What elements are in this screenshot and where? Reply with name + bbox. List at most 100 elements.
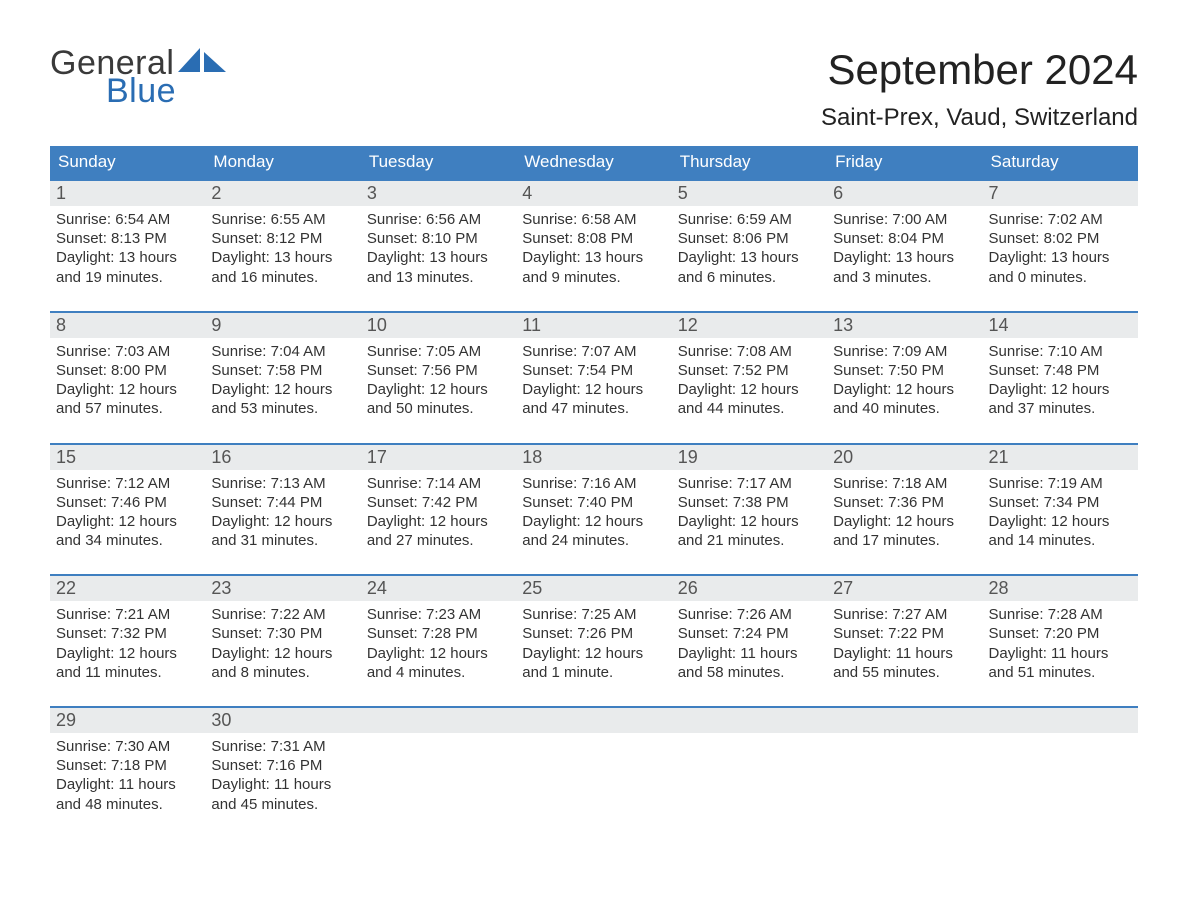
day-cell: Sunrise: 7:12 AMSunset: 7:46 PMDaylight:… (50, 470, 205, 576)
daylight-line-1: Daylight: 12 hours (522, 644, 665, 663)
daylight-line-2: and 6 minutes. (678, 268, 821, 287)
daylight-line-2: and 53 minutes. (211, 399, 354, 418)
sunrise-line: Sunrise: 7:16 AM (522, 474, 665, 493)
daylight-line-2: and 11 minutes. (56, 663, 199, 682)
day-cell: Sunrise: 7:14 AMSunset: 7:42 PMDaylight:… (361, 470, 516, 576)
sunset-line: Sunset: 7:52 PM (678, 361, 821, 380)
daylight-line-1: Daylight: 13 hours (56, 248, 199, 267)
daylight-line-1: Daylight: 12 hours (367, 512, 510, 531)
week-body-row: Sunrise: 7:12 AMSunset: 7:46 PMDaylight:… (50, 470, 1138, 576)
day-number: 2 (205, 180, 360, 206)
sunrise-line: Sunrise: 7:18 AM (833, 474, 976, 493)
day-number (361, 707, 516, 733)
daylight-line-2: and 48 minutes. (56, 795, 199, 814)
day-cell (672, 733, 827, 838)
daylight-line-1: Daylight: 12 hours (989, 380, 1132, 399)
day-number: 22 (50, 575, 205, 601)
topbar: General Blue September 2024 Saint-Prex, … (50, 46, 1138, 132)
sunrise-line: Sunrise: 7:00 AM (833, 210, 976, 229)
sunrise-line: Sunrise: 7:19 AM (989, 474, 1132, 493)
sunrise-line: Sunrise: 7:07 AM (522, 342, 665, 361)
daylight-line-1: Daylight: 12 hours (56, 644, 199, 663)
daylight-line-1: Daylight: 13 hours (833, 248, 976, 267)
sunset-line: Sunset: 7:50 PM (833, 361, 976, 380)
calendar-table: Sunday Monday Tuesday Wednesday Thursday… (50, 146, 1138, 838)
day-cell: Sunrise: 7:09 AMSunset: 7:50 PMDaylight:… (827, 338, 982, 444)
day-cell: Sunrise: 6:59 AMSunset: 8:06 PMDaylight:… (672, 206, 827, 312)
day-cell (361, 733, 516, 838)
daylight-line-1: Daylight: 12 hours (678, 512, 821, 531)
sunrise-line: Sunrise: 6:56 AM (367, 210, 510, 229)
sunrise-line: Sunrise: 7:30 AM (56, 737, 199, 756)
sunset-line: Sunset: 8:06 PM (678, 229, 821, 248)
daylight-line-2: and 44 minutes. (678, 399, 821, 418)
day-cell: Sunrise: 7:08 AMSunset: 7:52 PMDaylight:… (672, 338, 827, 444)
daylight-line-1: Daylight: 12 hours (211, 644, 354, 663)
sunset-line: Sunset: 8:08 PM (522, 229, 665, 248)
sunrise-line: Sunrise: 6:55 AM (211, 210, 354, 229)
day-cell: Sunrise: 7:27 AMSunset: 7:22 PMDaylight:… (827, 601, 982, 707)
daylight-line-1: Daylight: 11 hours (989, 644, 1132, 663)
sunrise-line: Sunrise: 7:31 AM (211, 737, 354, 756)
week-number-row: 15161718192021 (50, 444, 1138, 470)
day-cell: Sunrise: 7:30 AMSunset: 7:18 PMDaylight:… (50, 733, 205, 838)
week-body-row: Sunrise: 7:03 AMSunset: 8:00 PMDaylight:… (50, 338, 1138, 444)
sunrise-line: Sunrise: 6:58 AM (522, 210, 665, 229)
day-cell: Sunrise: 7:02 AMSunset: 8:02 PMDaylight:… (983, 206, 1138, 312)
sunset-line: Sunset: 7:38 PM (678, 493, 821, 512)
daylight-line-2: and 19 minutes. (56, 268, 199, 287)
day-number: 20 (827, 444, 982, 470)
day-cell: Sunrise: 7:10 AMSunset: 7:48 PMDaylight:… (983, 338, 1138, 444)
daylight-line-1: Daylight: 11 hours (833, 644, 976, 663)
sunset-line: Sunset: 7:20 PM (989, 624, 1132, 643)
sunset-line: Sunset: 8:02 PM (989, 229, 1132, 248)
day-cell: Sunrise: 7:21 AMSunset: 7:32 PMDaylight:… (50, 601, 205, 707)
day-number: 6 (827, 180, 982, 206)
sunset-line: Sunset: 7:34 PM (989, 493, 1132, 512)
sunrise-line: Sunrise: 7:08 AM (678, 342, 821, 361)
daylight-line-2: and 34 minutes. (56, 531, 199, 550)
sunrise-line: Sunrise: 7:25 AM (522, 605, 665, 624)
sunset-line: Sunset: 7:22 PM (833, 624, 976, 643)
sunrise-line: Sunrise: 7:05 AM (367, 342, 510, 361)
daylight-line-1: Daylight: 12 hours (833, 380, 976, 399)
week-number-row: 2930 (50, 707, 1138, 733)
sunset-line: Sunset: 7:40 PM (522, 493, 665, 512)
sunset-line: Sunset: 8:10 PM (367, 229, 510, 248)
daylight-line-1: Daylight: 13 hours (989, 248, 1132, 267)
day-cell (983, 733, 1138, 838)
sunrise-line: Sunrise: 6:59 AM (678, 210, 821, 229)
sunset-line: Sunset: 8:13 PM (56, 229, 199, 248)
sunset-line: Sunset: 8:12 PM (211, 229, 354, 248)
location-label: Saint-Prex, Vaud, Switzerland (821, 104, 1138, 132)
day-cell: Sunrise: 7:19 AMSunset: 7:34 PMDaylight:… (983, 470, 1138, 576)
day-number: 24 (361, 575, 516, 601)
week-number-row: 1234567 (50, 180, 1138, 206)
sunset-line: Sunset: 7:54 PM (522, 361, 665, 380)
calendar-body: 1234567Sunrise: 6:54 AMSunset: 8:13 PMDa… (50, 180, 1138, 838)
day-cell: Sunrise: 7:18 AMSunset: 7:36 PMDaylight:… (827, 470, 982, 576)
day-number: 29 (50, 707, 205, 733)
sunset-line: Sunset: 7:36 PM (833, 493, 976, 512)
day-number: 10 (361, 312, 516, 338)
month-title: September 2024 (821, 46, 1138, 94)
dow-tuesday: Tuesday (361, 146, 516, 180)
day-cell (516, 733, 671, 838)
daylight-line-1: Daylight: 13 hours (522, 248, 665, 267)
daylight-line-1: Daylight: 12 hours (56, 380, 199, 399)
sunrise-line: Sunrise: 7:26 AM (678, 605, 821, 624)
day-number: 16 (205, 444, 360, 470)
daylight-line-2: and 1 minute. (522, 663, 665, 682)
sunset-line: Sunset: 7:30 PM (211, 624, 354, 643)
day-number: 4 (516, 180, 671, 206)
day-number: 17 (361, 444, 516, 470)
day-number: 5 (672, 180, 827, 206)
day-number: 9 (205, 312, 360, 338)
daylight-line-2: and 4 minutes. (367, 663, 510, 682)
daylight-line-1: Daylight: 11 hours (678, 644, 821, 663)
day-cell: Sunrise: 6:54 AMSunset: 8:13 PMDaylight:… (50, 206, 205, 312)
daylight-line-2: and 37 minutes. (989, 399, 1132, 418)
daylight-line-1: Daylight: 12 hours (522, 380, 665, 399)
day-cell: Sunrise: 7:07 AMSunset: 7:54 PMDaylight:… (516, 338, 671, 444)
daylight-line-1: Daylight: 13 hours (678, 248, 821, 267)
